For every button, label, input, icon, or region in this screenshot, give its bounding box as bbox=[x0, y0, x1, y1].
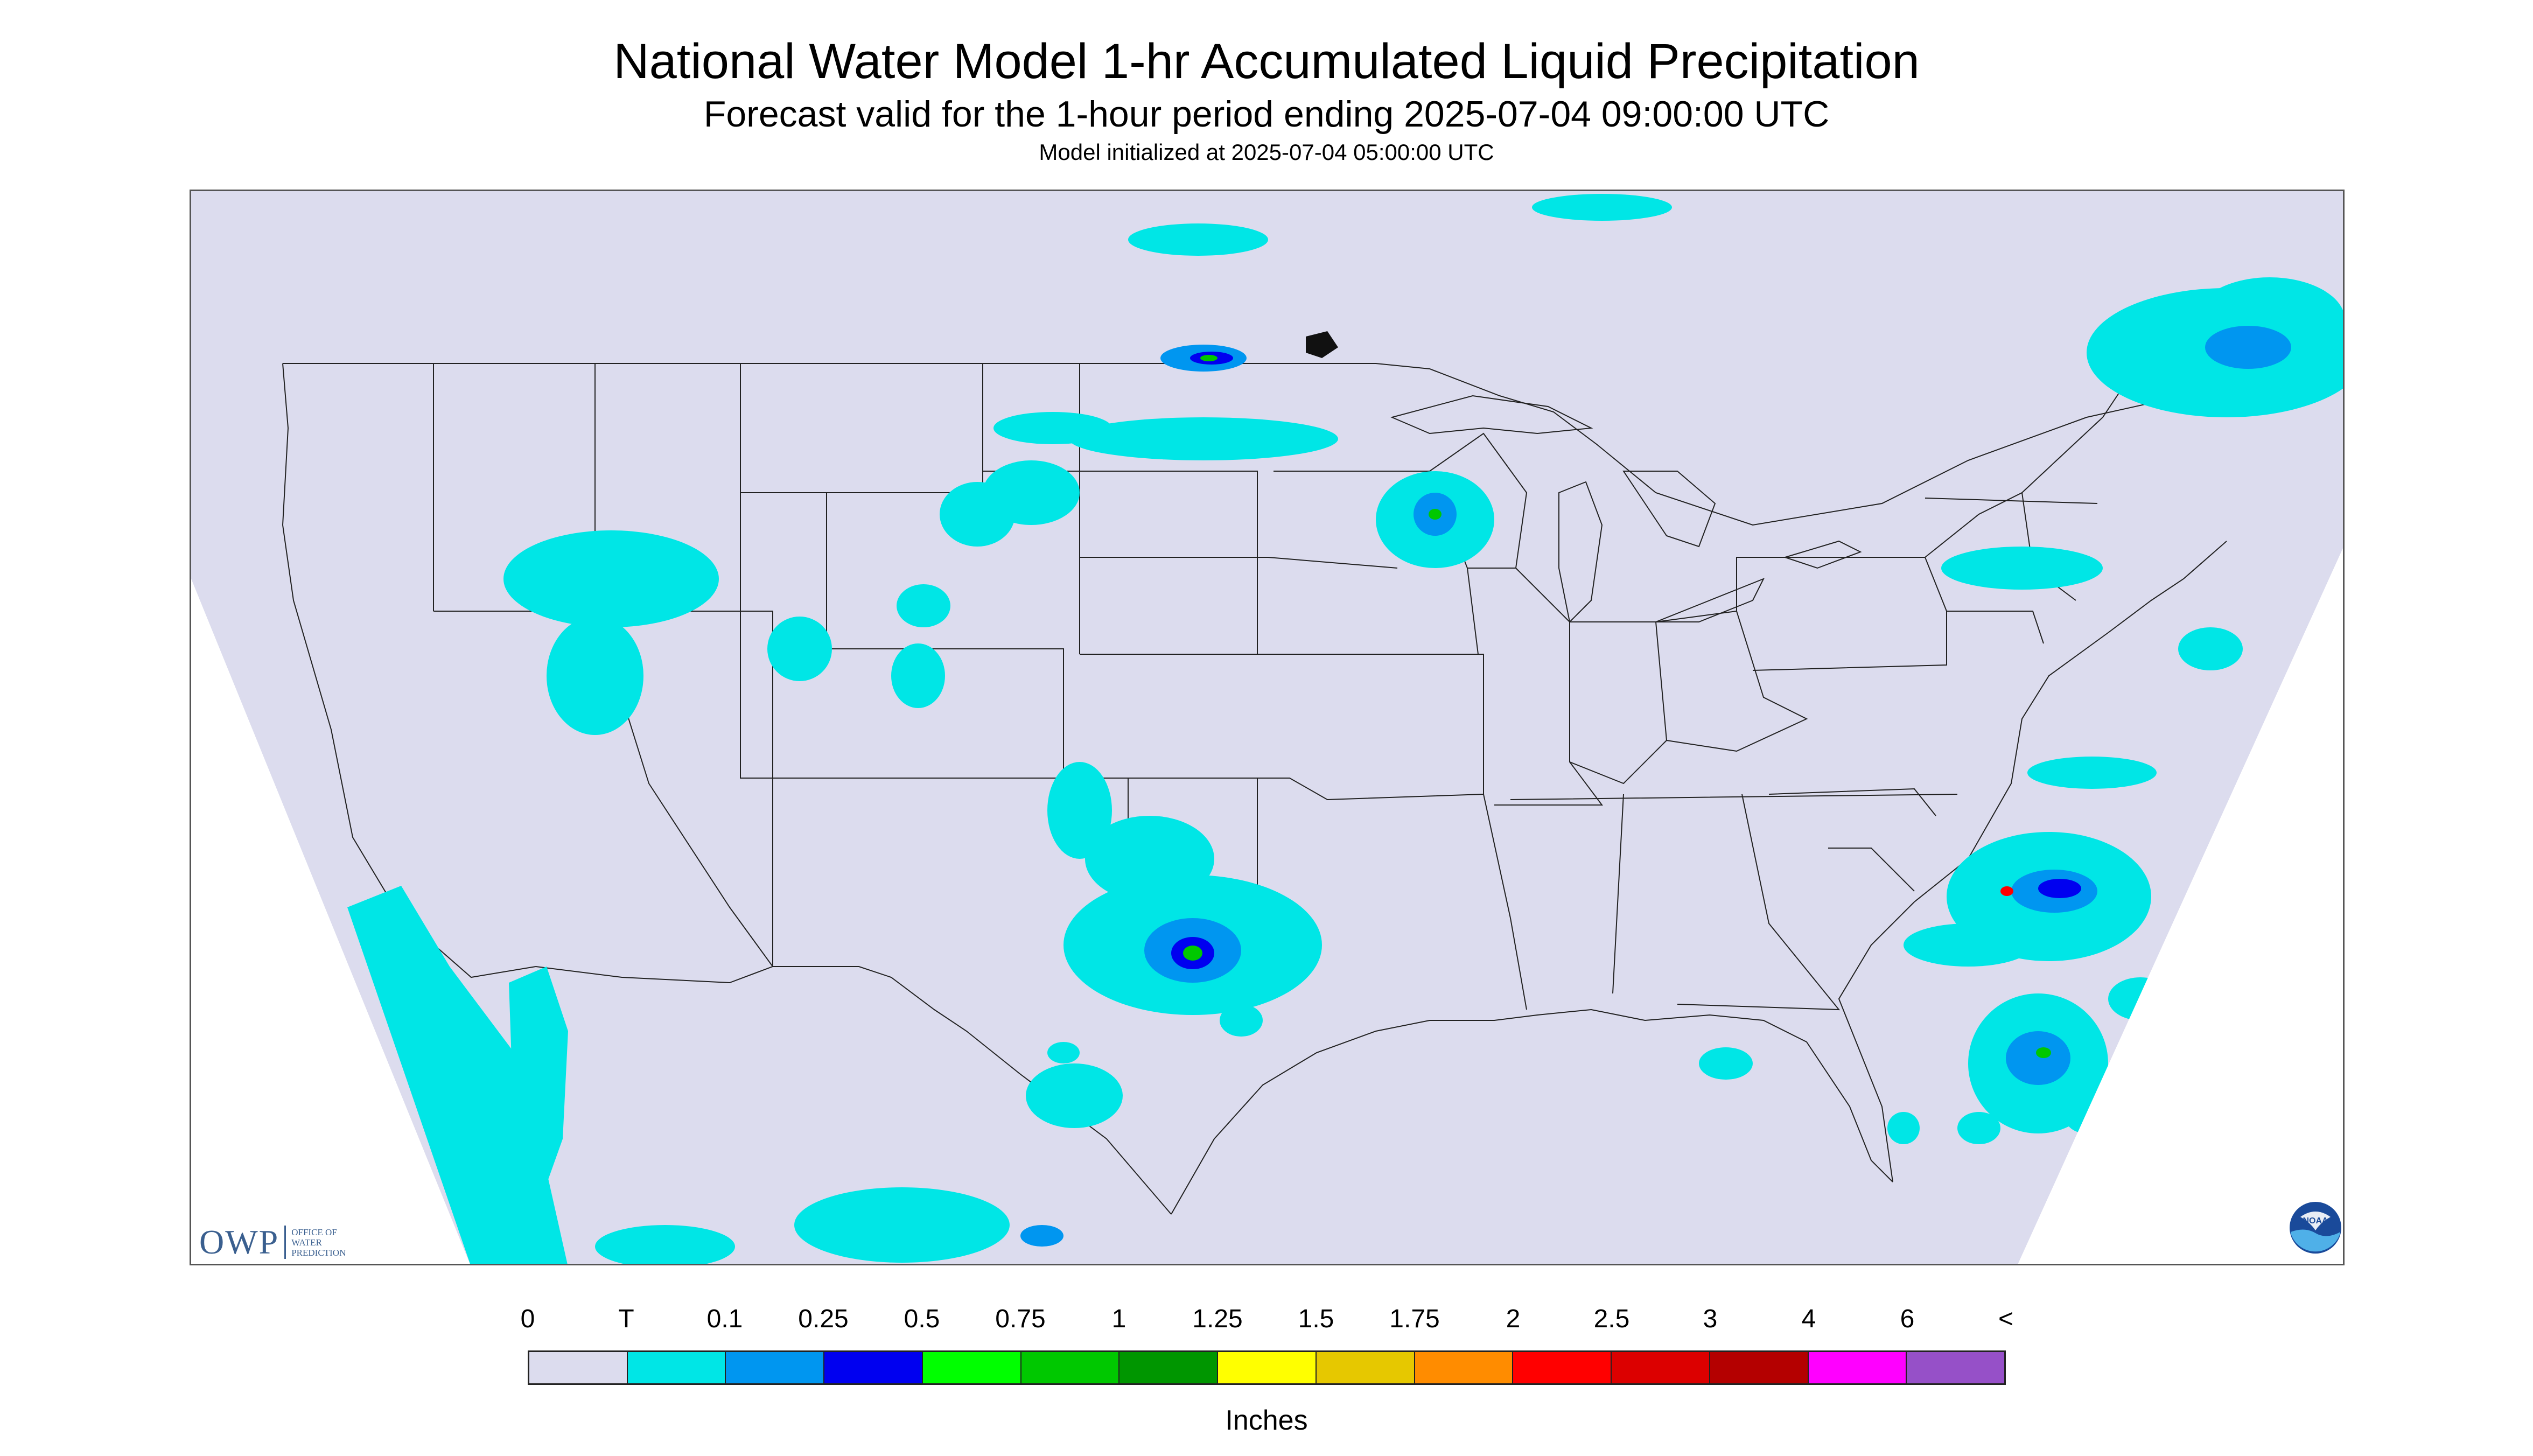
legend-label: 1.5 bbox=[1298, 1305, 1334, 1333]
owp-logo: OWP OFFICE OF WATER PREDICTION bbox=[199, 1222, 346, 1262]
owp-logo-line: PREDICTION bbox=[291, 1247, 346, 1258]
noaa-logo: NOAA bbox=[2290, 1202, 2341, 1254]
legend-swatch bbox=[824, 1352, 923, 1383]
legend-label: 3 bbox=[1703, 1305, 1718, 1333]
west-coast bbox=[282, 363, 536, 978]
legend-label: 1.25 bbox=[1192, 1305, 1243, 1333]
atlantic-coast bbox=[1838, 541, 2227, 1182]
legend-labels: 0 T 0.1 0.25 0.5 0.75 1 1.25 1.5 1.75 2 2.5 3 4 6 < bbox=[0, 1306, 2533, 1339]
legend-label: < bbox=[1998, 1305, 2014, 1333]
legend-label: 0.25 bbox=[798, 1305, 849, 1333]
legend-swatch bbox=[1710, 1352, 1809, 1383]
lake-michigan bbox=[1558, 481, 1603, 624]
legend-swatch bbox=[1612, 1352, 1710, 1383]
legend-label: 0.5 bbox=[904, 1305, 940, 1333]
legend-swatch bbox=[1218, 1352, 1317, 1383]
map-canvas bbox=[191, 191, 2343, 1264]
legend-label: 2 bbox=[1506, 1305, 1521, 1333]
model-init-time: Model initialized at 2025-07-04 05:00:00… bbox=[1039, 139, 1494, 165]
legend-label: 4 bbox=[1801, 1305, 1816, 1333]
legend-label: 1.75 bbox=[1389, 1305, 1440, 1333]
model-domain bbox=[191, 191, 2343, 1264]
legend-swatch bbox=[726, 1352, 825, 1383]
legend-swatch bbox=[1907, 1352, 2005, 1383]
legend-swatch bbox=[1021, 1352, 1120, 1383]
gulf-coast bbox=[1171, 1009, 1893, 1215]
outside-domain bbox=[191, 579, 470, 1264]
legend-swatch bbox=[627, 1352, 726, 1383]
noaa-logo-text: NOAA bbox=[2303, 1216, 2328, 1226]
precipitation-map bbox=[190, 190, 2345, 1265]
owp-logo-line: OFFICE OF bbox=[291, 1227, 337, 1237]
precip-heavy bbox=[1183, 355, 2051, 1058]
owp-logo-mark: OWP bbox=[199, 1223, 279, 1261]
owp-logo-text: OFFICE OF WATER PREDICTION bbox=[291, 1227, 346, 1258]
legend-swatch bbox=[1316, 1352, 1415, 1383]
lake-ontario bbox=[1783, 540, 1862, 569]
legend-label: 0 bbox=[520, 1305, 535, 1333]
legend-label: T bbox=[618, 1305, 634, 1333]
lake-superior bbox=[1390, 395, 1593, 435]
legend-units: Inches bbox=[1225, 1405, 1308, 1436]
legend-swatch bbox=[1808, 1352, 1907, 1383]
legend-label: 0.1 bbox=[706, 1305, 743, 1333]
legend-color-bar bbox=[528, 1350, 2006, 1385]
lake-erie bbox=[1655, 578, 1765, 622]
legend-swatch bbox=[529, 1352, 628, 1383]
legend-swatch bbox=[1513, 1352, 1612, 1383]
legend-swatch bbox=[922, 1352, 1021, 1383]
owp-logo-divider bbox=[284, 1226, 286, 1259]
lake-huron bbox=[1622, 471, 1716, 548]
legend-swatch bbox=[1119, 1352, 1219, 1383]
legend-label: 2.5 bbox=[1593, 1305, 1630, 1333]
chart-title: National Water Model 1-hr Accumulated Li… bbox=[613, 34, 1920, 89]
legend-swatch bbox=[1415, 1352, 1514, 1383]
legend-label: 6 bbox=[1900, 1305, 1915, 1333]
legend-label: 1 bbox=[1111, 1305, 1126, 1333]
precip-intense bbox=[2000, 886, 2013, 896]
lake-of-the-woods bbox=[1306, 331, 1338, 358]
legend-label: 0.75 bbox=[995, 1305, 1046, 1333]
outside-domain bbox=[2018, 548, 2343, 1264]
owp-logo-line: WATER bbox=[291, 1237, 322, 1248]
chart-subtitle: Forecast valid for the 1-hour period end… bbox=[703, 94, 1830, 135]
